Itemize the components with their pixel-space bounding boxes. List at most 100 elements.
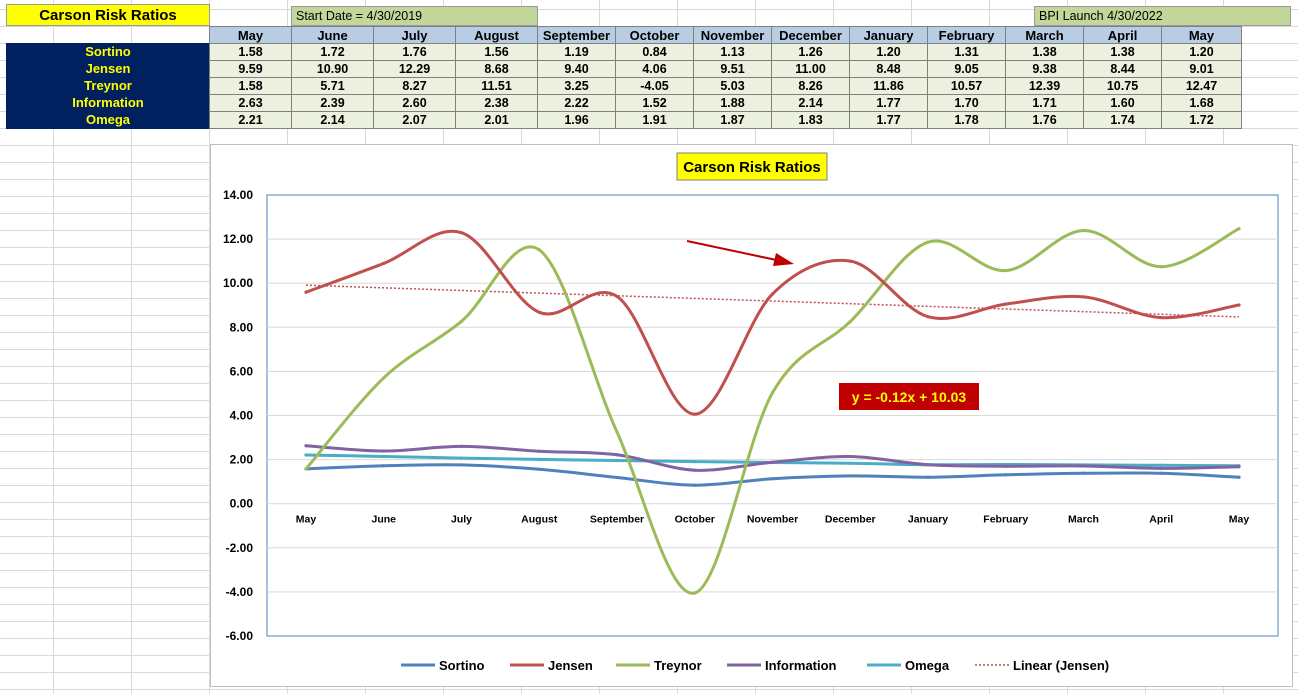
- value-cell[interactable]: 10.75: [1083, 77, 1162, 95]
- value-cell[interactable]: 8.44: [1083, 60, 1162, 78]
- value-cell[interactable]: 1.20: [1161, 43, 1242, 61]
- month-header[interactable]: May: [1161, 26, 1242, 44]
- value-cell[interactable]: 11.86: [849, 77, 928, 95]
- legend-label[interactable]: Treynor: [654, 658, 702, 673]
- value-cell[interactable]: 1.83: [771, 111, 850, 129]
- month-header[interactable]: August: [455, 26, 538, 44]
- legend-label[interactable]: Jensen: [548, 658, 593, 673]
- legend-label[interactable]: Sortino: [439, 658, 485, 673]
- value-cell[interactable]: 1.76: [1005, 111, 1084, 129]
- value-cell[interactable]: 9.51: [693, 60, 772, 78]
- value-cell[interactable]: 1.77: [849, 111, 928, 129]
- value-cell[interactable]: 1.58: [209, 77, 292, 95]
- value-cell[interactable]: 1.74: [1083, 111, 1162, 129]
- value-cell[interactable]: 8.48: [849, 60, 928, 78]
- start-date-note[interactable]: Start Date = 4/30/2019: [291, 6, 538, 26]
- value-cell[interactable]: 2.63: [209, 94, 292, 112]
- month-header[interactable]: November: [693, 26, 772, 44]
- value-cell[interactable]: 12.39: [1005, 77, 1084, 95]
- month-header[interactable]: September: [537, 26, 616, 44]
- month-header[interactable]: June: [291, 26, 374, 44]
- value-cell[interactable]: 1.68: [1161, 94, 1242, 112]
- value-cell[interactable]: 2.38: [455, 94, 538, 112]
- chart-area[interactable]: 14.00 12.00 10.00 8.00 6.00 4.00 2.00 0.00 -2.00…: [210, 144, 1293, 687]
- value-cell[interactable]: 1.77: [849, 94, 928, 112]
- value-cell[interactable]: 1.38: [1005, 43, 1084, 61]
- value-cell[interactable]: 1.31: [927, 43, 1006, 61]
- value-cell[interactable]: 1.70: [927, 94, 1006, 112]
- value-cell[interactable]: 11.00: [771, 60, 850, 78]
- value-cell[interactable]: 8.68: [455, 60, 538, 78]
- value-cell[interactable]: 1.26: [771, 43, 850, 61]
- value-cell[interactable]: -4.05: [615, 77, 694, 95]
- value-cell[interactable]: 1.78: [927, 111, 1006, 129]
- value-cell[interactable]: 10.57: [927, 77, 1006, 95]
- value-cell[interactable]: 1.60: [1083, 94, 1162, 112]
- value-cell[interactable]: 1.58: [209, 43, 292, 61]
- value-cell[interactable]: 1.13: [693, 43, 772, 61]
- value-cell[interactable]: 2.22: [537, 94, 616, 112]
- value-cell[interactable]: 0.84: [615, 43, 694, 61]
- value-cell[interactable]: 9.38: [1005, 60, 1084, 78]
- value-cell[interactable]: 11.51: [455, 77, 538, 95]
- value-cell[interactable]: 1.20: [849, 43, 928, 61]
- value-cell[interactable]: 1.19: [537, 43, 616, 61]
- row-label[interactable]: Information: [6, 94, 210, 112]
- month-header[interactable]: February: [927, 26, 1006, 44]
- value-cell[interactable]: 1.71: [1005, 94, 1084, 112]
- month-header[interactable]: April: [1083, 26, 1162, 44]
- series-line-treynor[interactable]: [304, 227, 1241, 595]
- month-header[interactable]: March: [1005, 26, 1084, 44]
- value-cell[interactable]: 1.91: [615, 111, 694, 129]
- value-cell[interactable]: 9.59: [209, 60, 292, 78]
- value-cell[interactable]: 8.26: [771, 77, 850, 95]
- value-cell[interactable]: 12.29: [373, 60, 456, 78]
- value-cell[interactable]: 2.39: [291, 94, 374, 112]
- value-cell[interactable]: 1.56: [455, 43, 538, 61]
- value-cell[interactable]: 4.06: [615, 60, 694, 78]
- value-cell[interactable]: 1.88: [693, 94, 772, 112]
- x-tick-label: March: [1068, 514, 1099, 526]
- value-cell[interactable]: 9.05: [927, 60, 1006, 78]
- month-header[interactable]: July: [373, 26, 456, 44]
- value-cell[interactable]: 2.21: [209, 111, 292, 129]
- value-cell[interactable]: 1.76: [373, 43, 456, 61]
- trendline-jensen[interactable]: [305, 284, 1240, 318]
- value-cell[interactable]: 1.38: [1083, 43, 1162, 61]
- value-cell[interactable]: 2.01: [455, 111, 538, 129]
- equation-box[interactable]: [839, 383, 979, 410]
- month-header[interactable]: January: [849, 26, 928, 44]
- value-cell[interactable]: 3.25: [537, 77, 616, 95]
- value-cell[interactable]: 2.07: [373, 111, 456, 129]
- value-cell[interactable]: 10.90: [291, 60, 374, 78]
- month-header[interactable]: December: [771, 26, 850, 44]
- value-cell[interactable]: 2.14: [291, 111, 374, 129]
- value-cell[interactable]: 9.01: [1161, 60, 1242, 78]
- sheet-title[interactable]: Carson Risk Ratios: [6, 4, 210, 26]
- value-cell[interactable]: 1.87: [693, 111, 772, 129]
- value-cell[interactable]: 1.72: [291, 43, 374, 61]
- y-tick-label: 8.00: [230, 320, 254, 334]
- series-line-jensen[interactable]: [304, 229, 1241, 416]
- legend-label[interactable]: Information: [765, 658, 837, 673]
- value-cell[interactable]: 9.40: [537, 60, 616, 78]
- bpi-launch-note[interactable]: BPI Launch 4/30/2022: [1034, 6, 1291, 26]
- value-cell[interactable]: 12.47: [1161, 77, 1242, 95]
- row-label[interactable]: Jensen: [6, 60, 210, 78]
- month-header[interactable]: October: [615, 26, 694, 44]
- row-label[interactable]: Omega: [6, 111, 210, 129]
- legend-label[interactable]: Omega: [905, 658, 950, 673]
- x-tick-label: November: [747, 514, 798, 526]
- value-cell[interactable]: 2.14: [771, 94, 850, 112]
- value-cell[interactable]: 1.96: [537, 111, 616, 129]
- legend-label[interactable]: Linear (Jensen): [1013, 658, 1109, 673]
- month-header[interactable]: May: [209, 26, 292, 44]
- value-cell[interactable]: 8.27: [373, 77, 456, 95]
- value-cell[interactable]: 5.03: [693, 77, 772, 95]
- value-cell[interactable]: 5.71: [291, 77, 374, 95]
- row-label[interactable]: Sortino: [6, 43, 210, 61]
- row-label[interactable]: Treynor: [6, 77, 210, 95]
- value-cell[interactable]: 2.60: [373, 94, 456, 112]
- value-cell[interactable]: 1.52: [615, 94, 694, 112]
- value-cell[interactable]: 1.72: [1161, 111, 1242, 129]
